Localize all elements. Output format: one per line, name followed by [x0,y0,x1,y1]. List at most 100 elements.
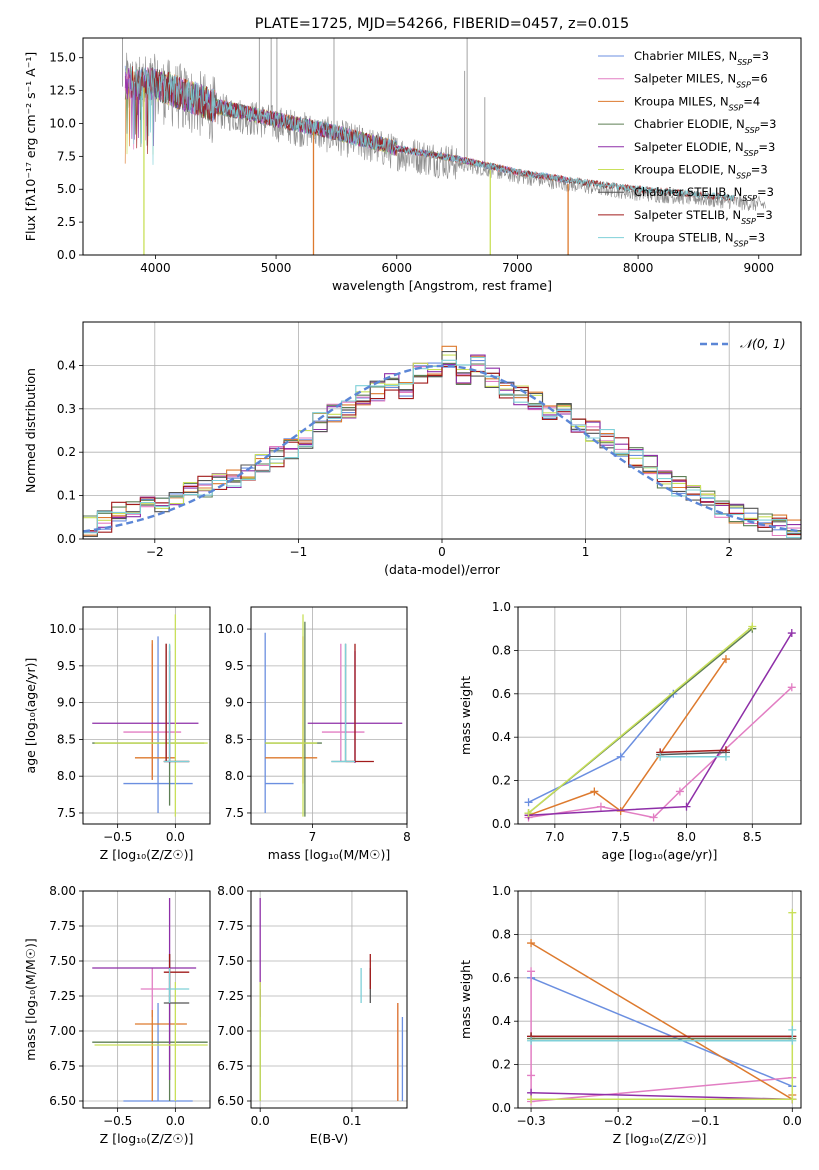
y-tick-label: 0.0 [492,817,511,831]
x-tick-label: 8.0 [677,830,696,844]
x-tick-label: −2 [146,545,164,559]
x-axis-label: wavelength [Angstrom, rest frame] [332,278,552,293]
weight_vs_Z-frame [517,890,802,1109]
y-tick-label: 15.0 [49,51,76,65]
x-tick-label: −0.3 [516,1114,545,1128]
y-tick-label: 0.4 [492,1014,511,1028]
y-tick-label: 0.1 [57,489,76,503]
x-tick-label: 0.0 [166,830,185,844]
weight-line-kroupa_miles [528,658,727,817]
legend-entry: Salpeter STELIB, NSSP=3 [634,208,773,226]
residuals-frame [82,321,802,540]
y-tick-label: 0.6 [492,971,511,985]
legend-entry: Salpeter ELODIE, NSSP=3 [634,140,775,158]
y-tick-label: 12.5 [49,84,76,98]
legend-entry: Kroupa STELIB, NSSP=3 [634,231,765,249]
weight-marker-salpeter_elodie [682,802,691,811]
y-tick-label: 1.0 [492,884,511,898]
spectrum-axes: 4000 5000 6000 7000 8000 9000 0.0 2.5 5.0 7.5 10.0… [23,51,774,293]
x-tick-label: 7.0 [545,830,564,844]
y-axis-label: age [log₁₀(age/yr)] [23,658,38,774]
weight-line-kroupa_elodie [528,625,753,814]
weight_vs_age-axes: 7.0 7.5 8.0 8.5 0.0 0.2 0.4 0.6 0.8 1.0 age [log₁₀… [458,600,801,862]
y-tick-label: 7.5 [225,806,244,820]
legend-entry: Salpeter MILES, NSSP=6 [634,72,768,90]
weight-marker-kroupa_elodie [788,1095,797,1104]
x-tick-label: 7 [309,830,317,844]
y-tick-label: 7.75 [217,919,244,933]
weight-line-chabrier_stelib [660,751,727,756]
y-tick-label: 0.4 [57,358,76,372]
weight-marker-salpeter_miles [527,967,536,976]
model-spectrum-kroupa_stelib [130,66,735,201]
histogram-salpeter_stelib [83,365,801,539]
weight_vs_Z-lines [527,908,797,1106]
y-tick-label: 9.5 [57,659,76,673]
y-tick-label: 0.0 [492,1101,511,1115]
weight_vs_age-lines [524,622,796,822]
age_vs_mass-frame [250,606,408,825]
x-tick-label: 8.5 [743,830,762,844]
weight-line-kroupa_elodie [531,912,794,1101]
weight-marker-kroupa_stelib [527,1036,536,1045]
x-axis-label: Z [log₁₀(Z/Z☉)] [100,1131,194,1146]
y-tick-label: 0.8 [492,643,511,657]
y-tick-label: 0.4 [492,730,511,744]
y-axis-label: mass [log₁₀(M/M☉)] [23,938,38,1060]
y-tick-label: 8.0 [57,769,76,783]
legend-entry: Chabrier STELIB, NSSP=3 [634,185,774,203]
y-tick-label: 8.00 [217,884,244,898]
y-tick-label: 9.0 [57,696,76,710]
model-spectrum-salpeter_stelib [130,66,735,202]
x-axis-label: Z [log₁₀(Z/Z☉)] [100,847,194,862]
x-tick-label: 5000 [261,261,292,275]
y-tick-label: 0.0 [57,248,76,262]
chart-title: PLATE=1725, MJD=54266, FIBERID=0457, z=0… [255,16,629,32]
model-spectrum-chabrier_stelib [130,66,735,202]
spectrum-legend: Chabrier MILES, NSSP=3 Salpeter MILES, NS… [598,49,776,248]
weight-marker-salpeter_miles [527,1071,536,1080]
age_vs_mass-errorbars [264,614,403,817]
y-tick-label: 7.5 [57,149,76,163]
y-tick-label: 8.0 [225,769,244,783]
weight-line-salpeter_miles [530,971,793,1103]
weight-line-salpeter_elodie [531,1092,793,1101]
y-tick-label: 6.50 [217,1094,244,1108]
y-tick-label: 9.0 [225,696,244,710]
y-tick-label: 8.5 [57,732,76,746]
weight-marker-salpeter_miles [596,802,605,811]
x-axis-label: mass [log₁₀(M/M☉)] [268,847,390,862]
mass_vs_Z-frame [82,890,211,1109]
x-tick-label: 4000 [140,261,171,275]
weight-line-salpeter_stelib [660,749,727,754]
mass_vs_Z-axes: −0.5 0.0 6.50 6.75 7.00 7.25 7.50 7.75 8.00 Z [lo… [23,884,210,1146]
y-axis-label: mass weight [458,960,473,1039]
x-tick-label: 0 [438,545,446,559]
weight-marker-kroupa_elodie [527,1095,536,1104]
y-tick-label: 7.25 [217,989,244,1003]
y-tick-label: 0.0 [57,532,76,546]
mass_vs_ebv-axes: 0.0 0.1 6.50 6.75 7.00 7.25 7.50 7.75 8.00 E(B-V) [217,884,407,1146]
x-axis-label: (data-model)/error [384,562,501,577]
weight-marker-kroupa_elodie [524,809,533,818]
x-tick-label: 1 [582,545,590,559]
weight-marker-kroupa_elodie [748,622,757,631]
y-tick-label: 0.3 [57,402,76,416]
weight-marker-kroupa_miles [590,787,599,796]
y-tick-label: 6.75 [49,1059,76,1073]
weight-marker-salpeter_miles [675,787,684,796]
y-tick-label: 7.50 [217,954,244,968]
age_vs_Z-frame [82,606,211,825]
x-tick-label: −0.1 [691,1114,720,1128]
y-axis-label: Flux [fλ10⁻¹⁷ erg cm⁻² s⁻¹ A⁻¹] [23,52,38,241]
weight-marker-kroupa_miles [527,939,536,948]
y-tick-label: 0.2 [492,774,511,788]
age_vs_Z-axes: −0.5 0.0 7.5 8.0 8.5 9.0 9.5 10.0 Z [log₁₀(Z/Z☉)… [23,607,210,862]
mass_vs_ebv-frame [250,890,408,1109]
y-tick-label: 7.25 [49,989,76,1003]
weight-marker-kroupa_stelib [721,752,730,761]
y-tick-label: 10.0 [49,622,76,636]
x-tick-label: 8000 [623,261,654,275]
y-tick-label: 6.75 [217,1059,244,1073]
